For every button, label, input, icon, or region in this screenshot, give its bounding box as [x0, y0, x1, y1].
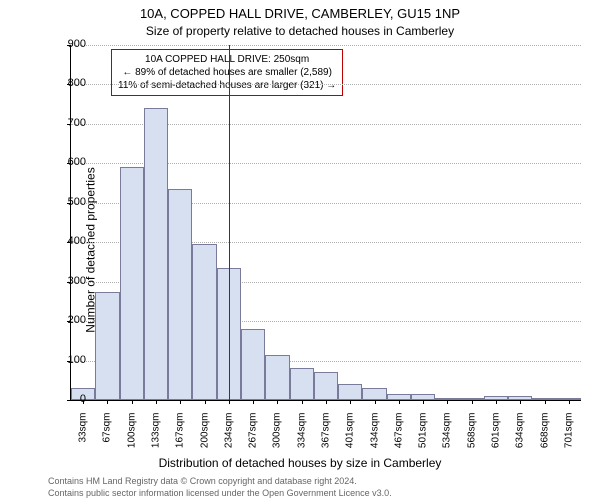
- x-tick-mark: [132, 400, 133, 404]
- x-tick-mark: [326, 400, 327, 404]
- plot-area: 10A COPPED HALL DRIVE: 250sqm ← 89% of d…: [70, 45, 581, 401]
- x-tick-mark: [229, 400, 230, 404]
- y-tick-label: 500: [46, 196, 86, 208]
- histogram-bar: [95, 292, 119, 400]
- x-tick-mark: [277, 400, 278, 404]
- x-tick-label: 701sqm: [563, 413, 574, 458]
- histogram-bar: [144, 108, 168, 400]
- x-tick-mark: [496, 400, 497, 404]
- histogram-bar: [192, 244, 216, 400]
- histogram-bar: [265, 355, 289, 400]
- x-tick-label: 300sqm: [272, 413, 283, 458]
- y-tick-label: 300: [46, 275, 86, 287]
- x-tick-mark: [520, 400, 521, 404]
- x-tick-mark: [447, 400, 448, 404]
- y-tick-label: 700: [46, 117, 86, 129]
- footer-line2: Contains public sector information licen…: [48, 488, 392, 498]
- x-tick-label: 33sqm: [78, 413, 89, 458]
- x-tick-label: 100sqm: [126, 413, 137, 458]
- x-tick-mark: [253, 400, 254, 404]
- annotation-line2: ← 89% of detached houses are smaller (2,…: [118, 66, 336, 79]
- histogram-bar: [314, 372, 338, 400]
- x-tick-label: 634sqm: [515, 413, 526, 458]
- y-tick-label: 100: [46, 354, 86, 366]
- y-tick-label: 800: [46, 77, 86, 89]
- grid-line: [71, 45, 581, 46]
- annotation-line3: 11% of semi-detached houses are larger (…: [118, 79, 336, 92]
- x-tick-mark: [423, 400, 424, 404]
- x-tick-label: 200sqm: [199, 413, 210, 458]
- y-tick-label: 900: [46, 38, 86, 50]
- histogram-bar: [168, 189, 192, 400]
- x-tick-mark: [350, 400, 351, 404]
- x-tick-label: 167sqm: [175, 413, 186, 458]
- y-tick-label: 200: [46, 314, 86, 326]
- x-tick-mark: [399, 400, 400, 404]
- histogram-bar: [290, 368, 314, 400]
- chart-title-main: 10A, COPPED HALL DRIVE, CAMBERLEY, GU15 …: [0, 6, 600, 21]
- x-tick-mark: [375, 400, 376, 404]
- x-tick-mark: [472, 400, 473, 404]
- annotation-box: 10A COPPED HALL DRIVE: 250sqm ← 89% of d…: [111, 49, 343, 96]
- x-tick-label: 133sqm: [151, 413, 162, 458]
- y-tick-label: 0: [46, 393, 86, 405]
- grid-line: [71, 84, 581, 85]
- x-tick-label: 334sqm: [296, 413, 307, 458]
- y-tick-label: 600: [46, 156, 86, 168]
- x-tick-label: 467sqm: [393, 413, 404, 458]
- annotation-line1: 10A COPPED HALL DRIVE: 250sqm: [118, 53, 336, 66]
- chart-container: 10A, COPPED HALL DRIVE, CAMBERLEY, GU15 …: [0, 0, 600, 500]
- histogram-bar: [241, 329, 265, 400]
- x-tick-mark: [156, 400, 157, 404]
- x-tick-mark: [569, 400, 570, 404]
- chart-title-sub: Size of property relative to detached ho…: [0, 24, 600, 38]
- histogram-bar: [362, 388, 386, 400]
- histogram-bar: [120, 167, 144, 400]
- x-tick-mark: [205, 400, 206, 404]
- x-tick-label: 434sqm: [369, 413, 380, 458]
- x-tick-label: 67sqm: [102, 413, 113, 458]
- x-tick-mark: [107, 400, 108, 404]
- x-tick-label: 601sqm: [491, 413, 502, 458]
- reference-line: [229, 45, 230, 400]
- x-tick-label: 367sqm: [321, 413, 332, 458]
- x-axis-label: Distribution of detached houses by size …: [0, 456, 600, 470]
- x-tick-label: 568sqm: [466, 413, 477, 458]
- x-tick-label: 267sqm: [248, 413, 259, 458]
- x-tick-label: 234sqm: [223, 413, 234, 458]
- x-tick-label: 668sqm: [539, 413, 550, 458]
- x-tick-mark: [180, 400, 181, 404]
- x-tick-label: 401sqm: [345, 413, 356, 458]
- x-tick-label: 534sqm: [442, 413, 453, 458]
- y-tick-label: 400: [46, 235, 86, 247]
- histogram-bar: [338, 384, 362, 400]
- x-tick-label: 501sqm: [418, 413, 429, 458]
- x-tick-mark: [545, 400, 546, 404]
- x-tick-mark: [302, 400, 303, 404]
- footer-line1: Contains HM Land Registry data © Crown c…: [48, 476, 357, 486]
